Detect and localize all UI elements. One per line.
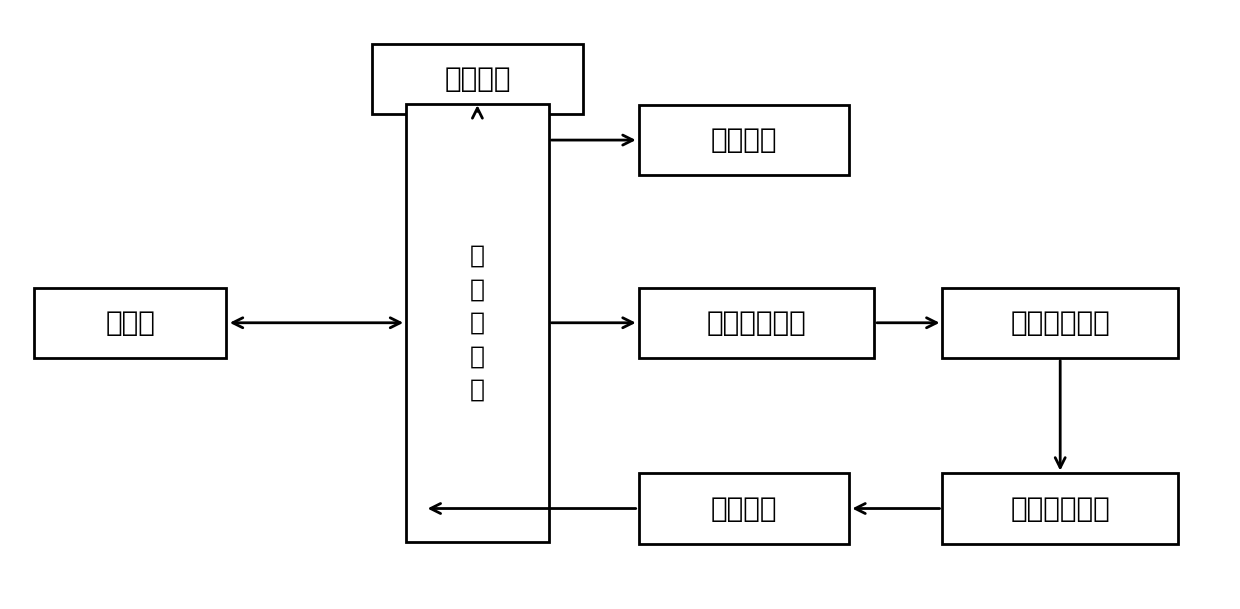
Text: 检测单元: 检测单元 bbox=[711, 495, 777, 523]
Bar bbox=[942, 288, 1178, 358]
Text: 永磁同步电机: 永磁同步电机 bbox=[1011, 495, 1110, 523]
Bar bbox=[942, 474, 1178, 543]
Bar bbox=[33, 288, 226, 358]
Text: 电机驱动模块: 电机驱动模块 bbox=[1011, 309, 1110, 337]
Bar bbox=[639, 288, 874, 358]
Bar bbox=[639, 105, 849, 175]
Text: 显示模块: 显示模块 bbox=[711, 126, 777, 154]
Bar bbox=[372, 44, 583, 114]
Bar bbox=[407, 104, 549, 542]
Text: 信号处理模块: 信号处理模块 bbox=[707, 309, 806, 337]
Text: 计算机: 计算机 bbox=[105, 309, 155, 337]
Text: 主
控
制
模
块: 主 控 制 模 块 bbox=[470, 244, 485, 402]
Text: 电源模块: 电源模块 bbox=[444, 65, 511, 93]
Bar bbox=[639, 474, 849, 543]
